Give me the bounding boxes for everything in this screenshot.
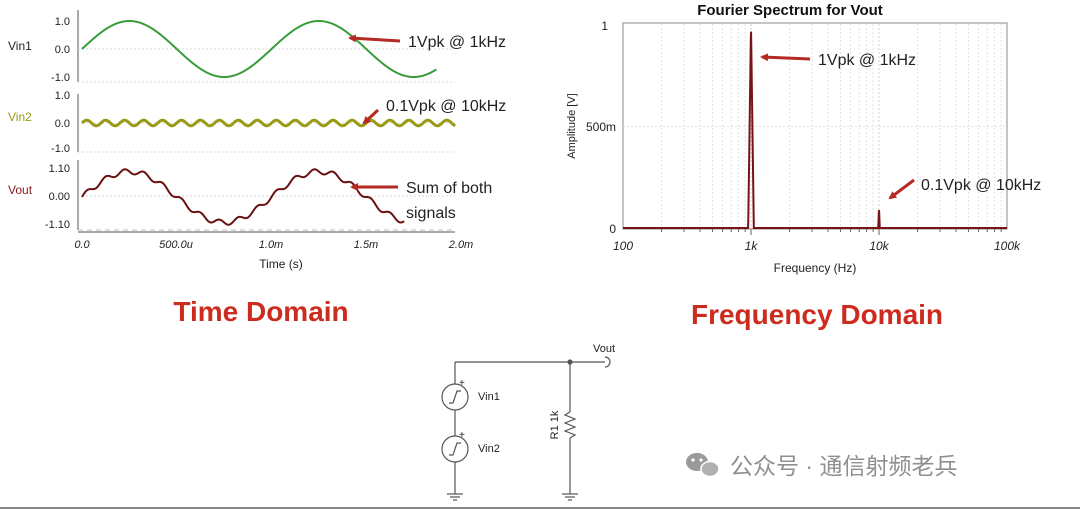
spectrum-x-tick-10k: 10k — [869, 239, 889, 253]
watermark: 公众号 · 通信射频老兵 — [686, 453, 957, 479]
annotation-vin2: 0.1Vpk @ 10kHz — [386, 98, 506, 115]
vout-label: Vout — [8, 183, 33, 197]
spectrum-y-tick-500m: 500m — [586, 120, 616, 134]
annotation-arrow-vin1 — [348, 34, 401, 43]
time-x-tick-2: 1.0m — [259, 239, 283, 251]
vin1-plot: Vin1 1.0 0.0 -1.0 — [8, 10, 455, 84]
vin2-sine-glyph — [449, 442, 461, 456]
vout-tick-top: 1.10 — [49, 163, 70, 175]
annotation-vout-line1: Sum of both — [406, 180, 492, 197]
vout-terminal — [604, 356, 611, 368]
spectrum-y-tick-1: 1 — [601, 19, 608, 33]
vin1-tick-bottom: -1.0 — [51, 72, 70, 84]
vin1-trace — [81, 20, 437, 78]
time-domain-panel: Vin1 1.0 0.0 -1.0 Vin2 1.0 0.0 -1.0 Vout… — [8, 10, 506, 327]
frequency-domain-heading: Frequency Domain — [691, 299, 943, 330]
vin2-tick-bottom: -1.0 — [51, 143, 70, 155]
time-x-tick-3: 1.5m — [354, 239, 378, 251]
vin1-tick-top: 1.0 — [55, 16, 70, 28]
spectrum-x-tick-100: 100 — [613, 239, 633, 253]
annotation-vin1: 1Vpk @ 1kHz — [408, 34, 506, 51]
circuit-vin1-plus: + — [459, 378, 465, 389]
vin2-label: Vin2 — [8, 110, 32, 124]
circuit-vout-label: Vout — [593, 343, 615, 355]
circuit-resistor-label: R1 1k — [549, 410, 561, 439]
spectrum-x-tick-1k: 1k — [745, 239, 759, 253]
annotation-arrow-10khz — [888, 178, 915, 200]
time-x-tick-1: 500.0u — [159, 239, 193, 251]
spectrum-x-axis-label: Frequency (Hz) — [774, 261, 857, 275]
vin1-sine-glyph — [449, 390, 461, 404]
wechat-icon — [686, 453, 720, 478]
vout-trace — [81, 168, 405, 226]
watermark-text: 公众号 · 通信射频老兵 — [730, 453, 957, 479]
spectrum-y-axis-label: Amplitude [V] — [566, 93, 578, 158]
frequency-domain-panel: Fourier Spectrum for Vout 1 500m 0 Ampli… — [566, 2, 1041, 330]
spectrum-tick-marks — [661, 229, 1002, 235]
circuit-vin1-label: Vin1 — [478, 391, 500, 403]
annotation-vout-line2: signals — [406, 205, 456, 222]
vin2-plot: Vin2 1.0 0.0 -1.0 — [8, 90, 456, 155]
time-x-tick-4: 2.0m — [448, 239, 473, 251]
spectrum-trace — [623, 31, 1007, 229]
annotation-1khz: 1Vpk @ 1kHz — [818, 52, 916, 69]
vout-tick-mid: 0.00 — [49, 191, 70, 203]
spectrum-title: Fourier Spectrum for Vout — [697, 2, 883, 19]
time-domain-heading: Time Domain — [173, 296, 348, 327]
vout-plot: Vout 1.10 0.00 -1.10 — [8, 160, 455, 231]
circuit-schematic — [441, 356, 611, 501]
annotation-10khz: 0.1Vpk @ 10kHz — [921, 177, 1041, 194]
circuit-vin2-label: Vin2 — [478, 443, 500, 455]
spectrum-y-tick-0: 0 — [609, 222, 616, 236]
annotation-arrow-1khz — [760, 53, 811, 62]
vin2-trace — [80, 118, 456, 128]
spectrum-gridlines — [623, 24, 1007, 229]
time-x-tick-0: 0.0 — [74, 239, 90, 251]
circuit-vin2-plus: + — [459, 430, 465, 441]
vin2-tick-top: 1.0 — [55, 90, 70, 102]
resistor-symbol — [563, 411, 577, 439]
vin1-tick-mid: 0.0 — [55, 44, 70, 56]
circuit-labels: Vout Vin1 Vin2 + + R1 1k — [459, 343, 615, 455]
annotation-arrow-vin2 — [362, 108, 380, 125]
time-x-axis-label: Time (s) — [259, 257, 303, 271]
spectrum-x-tick-100k: 100k — [994, 239, 1021, 253]
vin2-tick-mid: 0.0 — [55, 118, 70, 130]
vout-tick-bottom: -1.10 — [45, 219, 70, 231]
vin1-label: Vin1 — [8, 39, 32, 53]
